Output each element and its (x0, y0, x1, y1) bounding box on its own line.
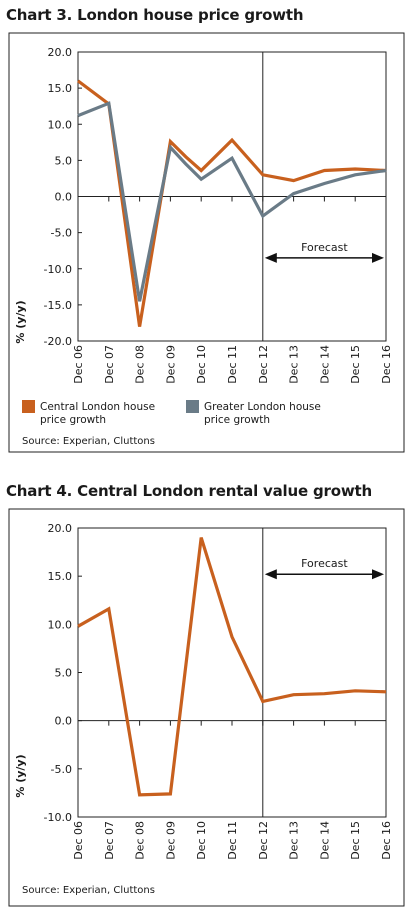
chart3-series-line-0 (77, 79, 387, 327)
chart3-legend-swatch-0 (22, 400, 35, 413)
chart4-xtick-label: Dec 07 (103, 821, 116, 860)
chart3-xtick-label: Dec 09 (164, 345, 177, 384)
chart4-xtick-label: Dec 14 (318, 821, 331, 860)
chart4-frame (8, 508, 405, 907)
chart4-xtick-label: Dec 12 (257, 821, 270, 860)
chart3-legend-label-0: price growth (40, 414, 106, 426)
chart4-xtick-label: Dec 15 (349, 821, 362, 860)
chart3-ytick-label: 15.0 (48, 82, 73, 95)
chart3-xtick-label: Dec 13 (288, 345, 301, 384)
chart4-xtick-label: Dec 13 (288, 821, 301, 860)
chart4-forecast-label: Forecast (301, 557, 348, 570)
chart4-title: Chart 4. Central London rental value gro… (6, 482, 372, 500)
chart3-ytick-label: 10.0 (48, 118, 73, 131)
chart3-xtick-label: Dec 16 (380, 345, 393, 384)
chart3-xtick-label: Dec 14 (318, 345, 331, 384)
chart4-xtick-label: Dec 16 (380, 821, 393, 860)
chart3-ytick-label: 20.0 (48, 46, 73, 59)
chart4-ytick-label: 15.0 (48, 570, 73, 583)
chart3-forecast-arrow-left (264, 252, 277, 263)
chart3-xtick-label: Dec 10 (195, 345, 208, 384)
chart3-ytick-label: -20.0 (44, 335, 72, 348)
chart4-xtick-label: Dec 11 (226, 821, 239, 860)
chart4-source: Source: Experian, Cluttons (22, 885, 155, 896)
chart3-title: Chart 3. London house price growth (6, 6, 304, 24)
chart3-ytick-label: -15.0 (44, 299, 72, 312)
chart4-forecast-arrow-right (372, 569, 384, 580)
chart3-legend-label-1: price growth (204, 414, 270, 426)
chart3-xtick-label: Dec 08 (134, 345, 147, 384)
chart4-forecast-arrow-left (264, 569, 277, 580)
chart3-ytick-label: 0.0 (55, 191, 73, 204)
chart4-xtick-label: Dec 10 (195, 821, 208, 860)
chart3-y-axis-label: % (y/y) (14, 300, 27, 343)
chart4-y-axis-label: % (y/y) (14, 754, 27, 797)
chart3-xtick-label: Dec 12 (257, 345, 270, 384)
chart3-frame (8, 32, 405, 453)
chart3-forecast-label: Forecast (301, 241, 348, 254)
chart3-legend-label-1: Greater London house (204, 401, 321, 413)
chart3-xtick-label: Dec 07 (103, 345, 116, 384)
chart4-ytick-label: 0.0 (55, 715, 73, 728)
chart4-xtick-label: Dec 08 (134, 821, 147, 860)
chart3-legend-label-0: Central London house (40, 401, 155, 413)
chart4-series-line-0 (77, 537, 387, 797)
chart3-xtick-label: Dec 11 (226, 345, 239, 384)
chart4-plot-area (77, 527, 387, 818)
chart4-xtick-label: Dec 09 (164, 821, 177, 860)
chart4-ytick-label: -10.0 (44, 811, 72, 824)
chart4-xtick-label: Dec 06 (72, 821, 85, 860)
chart3-series-line-1 (77, 101, 387, 302)
chart3-source: Source: Experian, Cluttons (22, 436, 155, 447)
chart3-ytick-label: -5.0 (51, 227, 72, 240)
chart3-svg: 20.015.010.05.00.0-5.0-10.0-15.0-20.0Dec… (8, 32, 405, 453)
chart4-ytick-label: 10.0 (48, 618, 73, 631)
chart4-ytick-label: 5.0 (55, 667, 73, 680)
chart3-legend-swatch-1 (186, 400, 199, 413)
chart3-xtick-label: Dec 06 (72, 345, 85, 384)
chart3-ytick-label: 5.0 (55, 154, 73, 167)
chart3-ytick-label: -10.0 (44, 263, 72, 276)
chart3-forecast-arrow-right (372, 252, 384, 263)
chart4-ytick-label: 20.0 (48, 522, 73, 535)
chart3-xtick-label: Dec 15 (349, 345, 362, 384)
chart4-ytick-label: -5.0 (51, 763, 72, 776)
